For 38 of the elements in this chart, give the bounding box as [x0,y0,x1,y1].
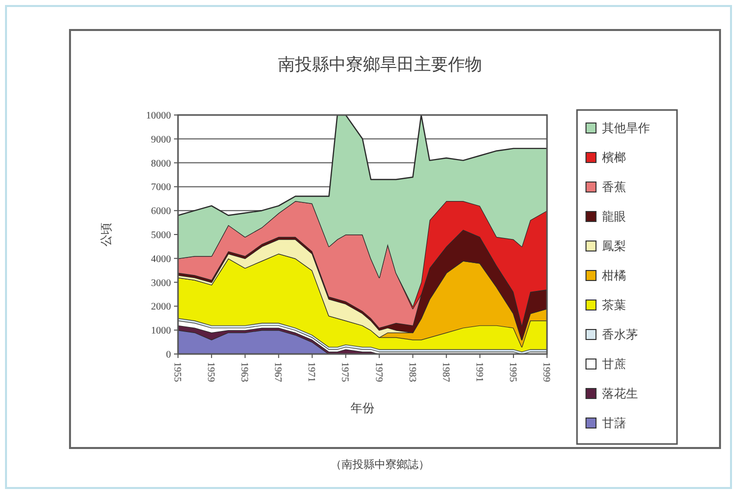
x-axis-title: 年份 [350,401,374,415]
legend-label: 龍眼 [602,210,626,224]
legend-label: 柑橘 [601,268,626,283]
x-tick-label: 1971 [306,362,317,382]
x-tick-label: 1987 [440,362,451,382]
x-tick-label: 1959 [205,362,216,382]
x-tick-label: 1983 [406,362,418,382]
y-tick-label: 5000 [151,230,171,241]
x-tick-label: 1975 [339,362,350,382]
y-tick-label: 10000 [146,110,171,122]
y-tick-label: 7000 [151,182,171,194]
y-tick-label: 6000 [151,206,171,218]
legend-label: 鳳梨 [602,239,626,254]
text: （南投縣中寮鄉誌） [330,458,430,471]
y-axis-title: 公頃 [99,222,113,246]
y-tick-label: 0 [166,350,171,360]
y-tick-label: 3000 [151,278,171,289]
legend-label: 落花生 [602,386,638,401]
x-tick-label: 1963 [238,362,250,382]
legend-label: 香蕉 [602,180,626,194]
x-tick-label: 1995 [506,362,518,382]
legend-label: 其他旱作 [602,121,650,136]
x-tick-label: 1955 [172,362,182,382]
y-tick-label: 4000 [151,254,171,265]
x-tick-label: 1979 [372,362,384,382]
legend-label: 茶葉 [602,298,626,312]
chart-title: 南投縣中寮鄉旱田主要作物 [278,55,482,75]
x-tick-label: 1999 [540,362,552,382]
legend-label: 甘蔗 [602,357,626,372]
x-tick-label: 1967 [272,362,284,382]
legend-label: 香水茅 [602,328,638,342]
x-tick-label: 1991 [473,362,484,382]
y-tick-label: 1000 [151,326,171,337]
legend-label: 甘藷 [602,416,626,430]
legend-label: 檳榔 [602,150,626,165]
y-tick-label: 9000 [151,134,171,146]
y-tick-label: 8000 [151,158,171,170]
y-tick-label: 2000 [151,302,171,313]
